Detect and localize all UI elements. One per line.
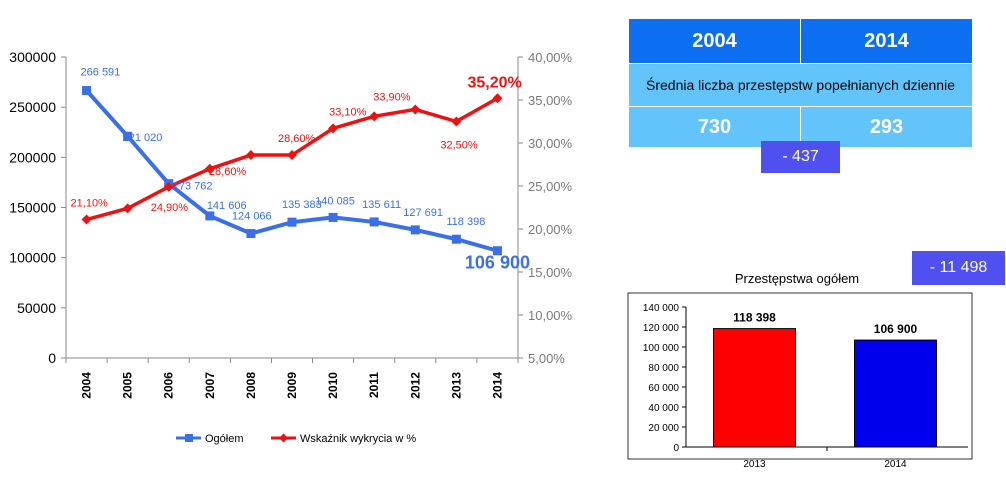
comparison-subtitle: Średnia liczba przestępstw popełnianych … bbox=[628, 63, 973, 107]
x-axis-tick-label: 2006 bbox=[162, 372, 176, 399]
bar-y-tick-label: 60 000 bbox=[648, 383, 679, 394]
bar-y-tick-label: 80 000 bbox=[648, 363, 679, 374]
bar-y-tick-label: 0 bbox=[673, 443, 679, 454]
right-axis-tick-label: 40,00% bbox=[528, 50, 573, 65]
x-axis-tick-label: 2009 bbox=[285, 372, 299, 399]
total-difference-badge: - 11 498 bbox=[912, 251, 1005, 285]
wskaznik-point bbox=[81, 214, 92, 225]
x-axis-tick-label: 2004 bbox=[80, 372, 94, 399]
ogolem-data-label: 141 606 bbox=[207, 200, 247, 212]
right-axis-tick-label: 5,00% bbox=[528, 351, 565, 366]
wskaznik-point bbox=[122, 203, 133, 214]
year-end-header: 2014 bbox=[800, 18, 973, 64]
ogolem-data-label: 106 900 bbox=[465, 253, 530, 273]
bar-y-tick-label: 140 000 bbox=[643, 303, 680, 314]
bar-chart: Przestępstwa ogółem 0 20 000 40 000 60 000 80… bbox=[627, 271, 973, 470]
main-line-chart: 0 50000 100000 150000 200000 250000 300000 5,00… bbox=[9, 49, 573, 445]
wskaznik-point bbox=[492, 93, 503, 104]
year-start-header: 2004 bbox=[628, 18, 801, 64]
bar-chart-frame bbox=[627, 292, 973, 460]
bar-y-tick-label: 20 000 bbox=[648, 423, 679, 434]
wskaznik-data-label: 24,90% bbox=[151, 202, 189, 214]
ogolem-point bbox=[451, 234, 461, 244]
value-end: 293 bbox=[800, 106, 973, 148]
x-axis-tick-label: 2013 bbox=[449, 372, 463, 399]
wskaznik-data-label: 33,90% bbox=[373, 91, 411, 103]
right-axis-tick-label: 25,00% bbox=[528, 179, 573, 194]
legend-ogolem-label: Ogółem bbox=[205, 433, 244, 445]
bar-x-tick-label: 2013 bbox=[743, 459, 766, 470]
left-axis-tick-label: 100000 bbox=[9, 250, 56, 266]
ogolem-point bbox=[410, 225, 420, 235]
bar-y-tick-label: 40 000 bbox=[648, 403, 679, 414]
ogolem-point bbox=[82, 86, 92, 96]
legend-wskaznik-label: Wskaźnik wykrycia w % bbox=[300, 433, 416, 445]
value-start: 730 bbox=[628, 106, 801, 148]
bar-data-label: 118 398 bbox=[733, 311, 776, 325]
left-axis-tick-label: 0 bbox=[48, 350, 56, 366]
ogolem-point bbox=[287, 217, 297, 227]
legend-wskaznik-marker bbox=[279, 433, 288, 443]
right-axis-tick-label: 35,00% bbox=[528, 93, 573, 108]
x-axis-tick-label: 2010 bbox=[326, 372, 340, 399]
left-axis-tick-label: 150000 bbox=[9, 200, 56, 216]
wskaznik-data-label: 21,10% bbox=[71, 198, 109, 210]
ogolem-data-label: 173 762 bbox=[173, 181, 213, 193]
wskaznik-point bbox=[245, 150, 256, 161]
left-axis-tick-label: 300000 bbox=[9, 49, 56, 65]
wskaznik-point bbox=[204, 163, 215, 174]
bar-2013 bbox=[713, 328, 796, 448]
x-axis-tick-label: 2012 bbox=[408, 372, 422, 399]
ogolem-data-label: 127 691 bbox=[403, 207, 443, 219]
ogolem-data-label: 135 383 bbox=[282, 199, 322, 211]
legend-ogolem-marker bbox=[185, 434, 193, 442]
x-axis-tick-label: 2014 bbox=[490, 372, 504, 399]
right-axis-tick-label: 20,00% bbox=[528, 222, 573, 237]
x-axis-tick-label: 2007 bbox=[203, 372, 217, 399]
ogolem-data-label: 124 066 bbox=[232, 211, 272, 223]
wskaznik-data-label: 32,50% bbox=[440, 140, 478, 152]
ogolem-data-label: 266 591 bbox=[81, 67, 121, 79]
bar-chart-title: Przestępstwa ogółem bbox=[735, 271, 859, 286]
bar-data-label: 106 900 bbox=[874, 322, 918, 336]
ogolem-data-label: 135 611 bbox=[362, 199, 401, 211]
comparison-table: 2004 2014 Średnia liczba przestępstw pop… bbox=[628, 18, 973, 148]
ogolem-point bbox=[123, 131, 133, 141]
wskaznik-point bbox=[410, 104, 421, 115]
bar-2014 bbox=[854, 339, 937, 448]
wskaznik-point bbox=[328, 123, 339, 134]
ogolem-point bbox=[492, 246, 502, 256]
ogolem-data-label: 118 398 bbox=[446, 216, 485, 228]
wskaznik-data-label: 33,10% bbox=[329, 106, 367, 118]
x-axis-tick-label: 2005 bbox=[121, 372, 135, 399]
ogolem-data-label: 221 020 bbox=[123, 132, 163, 144]
x-axis-tick-label: 2008 bbox=[244, 372, 258, 399]
wskaznik-point bbox=[451, 116, 462, 127]
right-axis-tick-label: 10,00% bbox=[528, 308, 573, 323]
left-axis-tick-label: 250000 bbox=[9, 99, 56, 115]
daily-difference-badge: - 437 bbox=[761, 141, 840, 173]
right-axis-tick-label: 30,00% bbox=[528, 136, 573, 151]
left-axis-tick-label: 50000 bbox=[17, 300, 56, 316]
wskaznik-data-label: 35,20% bbox=[467, 74, 521, 91]
right-axis-tick-label: 15,00% bbox=[528, 265, 573, 280]
bar-x-tick-label: 2014 bbox=[884, 459, 907, 470]
ogolem-point bbox=[246, 229, 256, 239]
wskaznik-point bbox=[163, 181, 174, 192]
x-axis-tick-label: 2011 bbox=[367, 372, 381, 398]
wskaznik-point bbox=[369, 111, 380, 122]
wskaznik-data-label: 28,60% bbox=[209, 166, 247, 178]
left-axis-tick-label: 200000 bbox=[9, 149, 56, 165]
wskaznik-data-label: 28,60% bbox=[278, 133, 316, 145]
ogolem-data-label: 140 085 bbox=[315, 195, 355, 207]
ogolem-point bbox=[369, 217, 379, 227]
ogolem-point bbox=[205, 211, 215, 221]
wskaznik-point bbox=[287, 150, 297, 161]
bar-y-tick-label: 100 000 bbox=[643, 343, 680, 354]
ogolem-point bbox=[328, 212, 338, 222]
bar-y-tick-label: 120 000 bbox=[643, 323, 680, 334]
